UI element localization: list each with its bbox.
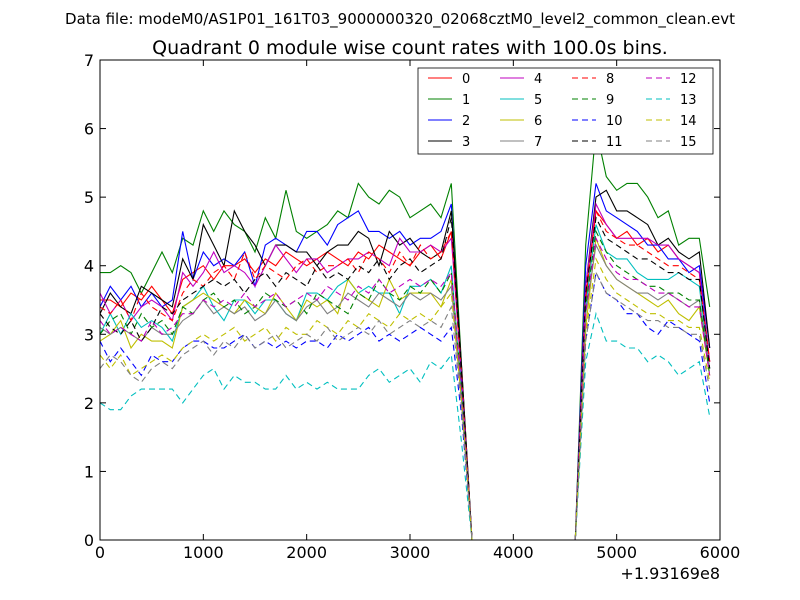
- legend-label-2: 2: [462, 114, 470, 129]
- chart-title: Quadrant 0 module wise count rates with …: [152, 37, 668, 59]
- x-tick-label: 4000: [493, 543, 534, 562]
- y-tick-label: 0: [84, 531, 94, 550]
- y-tick-label: 2: [84, 394, 94, 413]
- x-tick-label: 1000: [183, 543, 224, 562]
- legend-label-3: 3: [462, 135, 470, 150]
- series-line-8: [99, 209, 711, 541]
- series-line-1: [100, 128, 711, 541]
- series-line-9: [99, 229, 711, 541]
- legend-label-15: 15: [680, 135, 697, 150]
- y-tick-label: 3: [84, 325, 94, 344]
- data-file-title: Data file: modeM0/AS1P01_161T03_90000003…: [65, 10, 735, 29]
- series-line-15: [99, 270, 711, 541]
- legend-label-7: 7: [534, 135, 542, 150]
- series-line-3: [99, 189, 711, 541]
- x-tick-label: 5000: [596, 543, 637, 562]
- legend-box: [417, 67, 714, 155]
- y-tick-label: 6: [84, 120, 94, 139]
- y-tick-label: 1: [84, 462, 94, 481]
- legend-label-12: 12: [680, 72, 697, 87]
- x-offset-label: +1.93169e8: [620, 564, 720, 583]
- series-line-14: [99, 257, 711, 541]
- y-tick-label: 4: [84, 257, 94, 276]
- legend-label-4: 4: [534, 72, 542, 87]
- legend-label-11: 11: [606, 135, 623, 150]
- x-tick-label: 6000: [700, 543, 741, 562]
- series-line-0: [100, 209, 711, 541]
- series-line-13: [99, 311, 711, 541]
- series-lines: [99, 128, 711, 541]
- series-line-4: [99, 202, 711, 541]
- legend-label-10: 10: [606, 114, 623, 129]
- x-tick-label: 0: [95, 543, 105, 562]
- x-tick-label: 3000: [390, 543, 431, 562]
- series-line-11: [99, 215, 711, 541]
- legend-label-14: 14: [680, 114, 697, 129]
- legend-label-6: 6: [534, 114, 542, 129]
- legend-label-0: 0: [462, 72, 470, 87]
- legend-label-1: 1: [462, 93, 470, 108]
- x-tick-label: 2000: [286, 543, 327, 562]
- y-tick-label: 7: [84, 51, 94, 70]
- series-line-7: [99, 243, 711, 541]
- y-tick-label: 5: [84, 188, 94, 207]
- series-line-2: [99, 183, 711, 541]
- legend-label-13: 13: [680, 93, 697, 108]
- legend-label-9: 9: [606, 93, 614, 108]
- legend-label-5: 5: [534, 93, 542, 108]
- legend-label-8: 8: [606, 72, 614, 87]
